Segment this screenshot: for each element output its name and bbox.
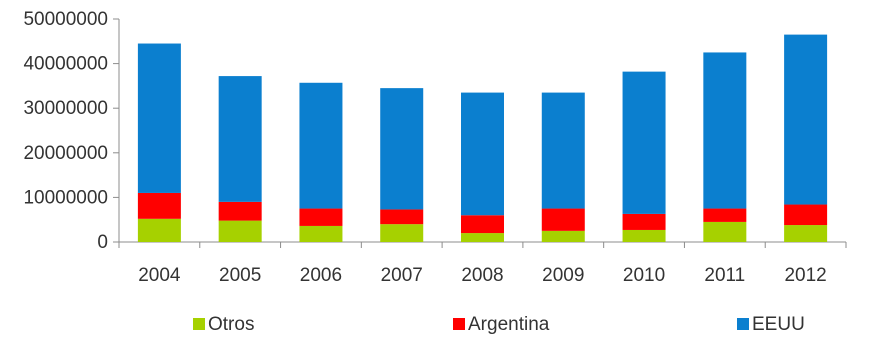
bar-argentina-2008 (461, 215, 504, 234)
y-tick-label: 40000000 (23, 54, 108, 75)
bar-argentina-2009 (541, 208, 585, 231)
legend: Otros Argentina EEUU (193, 314, 805, 335)
bar-otros-2011 (703, 221, 747, 242)
bars-group (137, 34, 828, 242)
x-axis-ticks: 2004 2005 2006 2007 2008 2009 2010 2011 2012 (118, 242, 847, 286)
bar-argentina-2007 (380, 209, 424, 225)
bar-argentina-2012 (784, 204, 828, 226)
bar-argentina-2004 (137, 192, 181, 219)
x-tick-label: 2004 (138, 265, 181, 286)
bar-otros-2004 (137, 218, 181, 242)
legend-label-eeuu: EEUU (752, 314, 805, 335)
bar-argentina-2011 (703, 208, 747, 222)
x-tick-label: 2010 (623, 265, 665, 286)
bar-eeuu-2004 (137, 43, 181, 193)
legend-label-otros: Otros (208, 314, 254, 335)
x-tick-label: 2008 (461, 265, 503, 286)
bar-eeuu-2011 (703, 52, 747, 209)
bar-otros-2008 (461, 233, 504, 242)
bar-otros-2010 (622, 229, 666, 242)
bar-otros-2009 (541, 230, 585, 242)
legend-label-argentina: Argentina (468, 314, 550, 335)
x-tick-label: 2006 (300, 265, 342, 286)
legend-swatch-otros (193, 318, 205, 330)
bar-eeuu-2005 (218, 76, 262, 202)
bar-argentina-2006 (299, 208, 343, 226)
bar-eeuu-2008 (461, 92, 504, 216)
legend-swatch-argentina (453, 318, 465, 330)
y-tick-label: 0 (97, 232, 108, 253)
bar-eeuu-2009 (541, 92, 585, 209)
bar-otros-2005 (218, 220, 262, 242)
x-tick-label: 2009 (542, 265, 584, 286)
y-tick-label: 10000000 (23, 187, 108, 208)
bar-otros-2012 (784, 225, 828, 242)
x-tick-label: 2005 (219, 265, 261, 286)
x-tick-label: 2007 (381, 265, 423, 286)
y-tick-label: 50000000 (23, 9, 108, 30)
bar-eeuu-2006 (299, 82, 343, 209)
bar-eeuu-2012 (784, 34, 828, 205)
bar-argentina-2010 (622, 213, 666, 230)
bar-otros-2007 (380, 224, 424, 242)
bar-eeuu-2007 (380, 88, 424, 210)
bar-otros-2006 (299, 225, 343, 242)
y-axis-ticks: 0 10000000 20000000 30000000 40000000 5000000… (23, 9, 119, 253)
bar-argentina-2005 (218, 201, 262, 221)
legend-swatch-eeuu (737, 318, 749, 330)
y-tick-label: 30000000 (23, 98, 108, 119)
y-tick-label: 20000000 (23, 143, 108, 164)
x-tick-label: 2011 (704, 265, 745, 286)
x-tick-label: 2012 (784, 265, 826, 286)
bar-eeuu-2010 (622, 71, 666, 214)
